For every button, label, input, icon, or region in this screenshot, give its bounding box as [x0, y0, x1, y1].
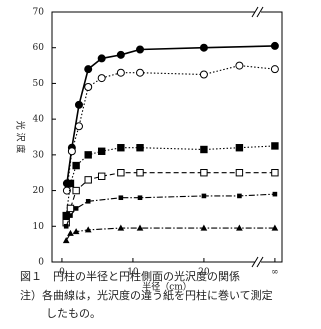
y-tick-label: 70 [33, 8, 45, 18]
note-line: 注）各曲線は，光沢度の違う紙を円柱に巻いて測定 [20, 288, 273, 302]
axis-break-gap [255, 260, 261, 264]
marker [201, 193, 207, 199]
marker [66, 179, 75, 188]
marker [272, 191, 278, 197]
caption: 図１ 円柱の半径と円柱側面の光沢度の関係 [20, 269, 240, 283]
marker [97, 74, 106, 83]
y-tick-label: 50 [33, 79, 45, 89]
marker [84, 151, 92, 159]
axis-break [256, 256, 264, 268]
axis-break-gap [255, 10, 261, 14]
y-tick-label: 40 [33, 115, 45, 125]
x-tick-label: ∞ [271, 268, 279, 278]
series-line [65, 227, 275, 241]
marker [235, 144, 244, 152]
marker [72, 186, 80, 195]
marker [84, 65, 93, 74]
marker [117, 144, 125, 152]
y-tick-label: 20 [33, 186, 45, 196]
marker [136, 68, 145, 77]
marker [200, 224, 208, 231]
marker [85, 198, 91, 204]
marker [270, 65, 279, 74]
marker [97, 172, 106, 180]
marker [200, 169, 208, 177]
marker [84, 176, 92, 184]
marker [235, 169, 244, 177]
marker [67, 229, 74, 236]
marker [63, 223, 69, 229]
marker [84, 83, 93, 91]
y-tick-label: 60 [33, 43, 45, 53]
marker [200, 145, 208, 154]
marker [73, 206, 79, 211]
x-tick-label: 20 [198, 268, 210, 278]
y-axis-label: 光 沢 度 [15, 121, 27, 154]
series-line [65, 145, 275, 216]
y-tick-label: 30 [33, 150, 45, 160]
marker [136, 45, 145, 54]
series-line [65, 193, 275, 227]
marker [117, 169, 125, 177]
marker [118, 195, 124, 201]
x-axis-label: 半径（cm） [142, 281, 192, 293]
marker [271, 142, 279, 150]
marker [72, 228, 80, 235]
marker [137, 195, 143, 201]
marker [117, 224, 125, 231]
axis-break [251, 256, 259, 268]
marker [199, 70, 208, 79]
marker [116, 68, 125, 77]
x-tick-label: 0 [59, 268, 65, 278]
marker [74, 122, 83, 131]
series-line [66, 65, 275, 191]
marker [271, 169, 279, 177]
marker [72, 161, 80, 170]
marker [199, 43, 208, 52]
note-line: したもの。 [46, 307, 101, 320]
axis-break [251, 6, 259, 18]
marker [62, 237, 70, 244]
x-tick-label: 10 [127, 268, 139, 278]
marker [67, 147, 76, 156]
axis-break [256, 6, 264, 18]
plot-frame [51, 11, 283, 263]
marker [116, 50, 125, 59]
marker [68, 213, 73, 218]
marker [237, 193, 242, 199]
marker [136, 224, 144, 231]
y-tick-label: 10 [33, 222, 45, 232]
marker [271, 224, 279, 231]
marker [236, 224, 243, 231]
marker [84, 226, 92, 233]
marker [270, 41, 279, 50]
marker [136, 169, 144, 177]
marker [74, 100, 83, 109]
marker [97, 54, 106, 63]
marker [235, 61, 244, 70]
marker [66, 204, 75, 213]
marker [97, 147, 106, 155]
y-tick-label: 0 [38, 258, 44, 268]
marker [136, 144, 144, 152]
series-line [65, 172, 275, 223]
